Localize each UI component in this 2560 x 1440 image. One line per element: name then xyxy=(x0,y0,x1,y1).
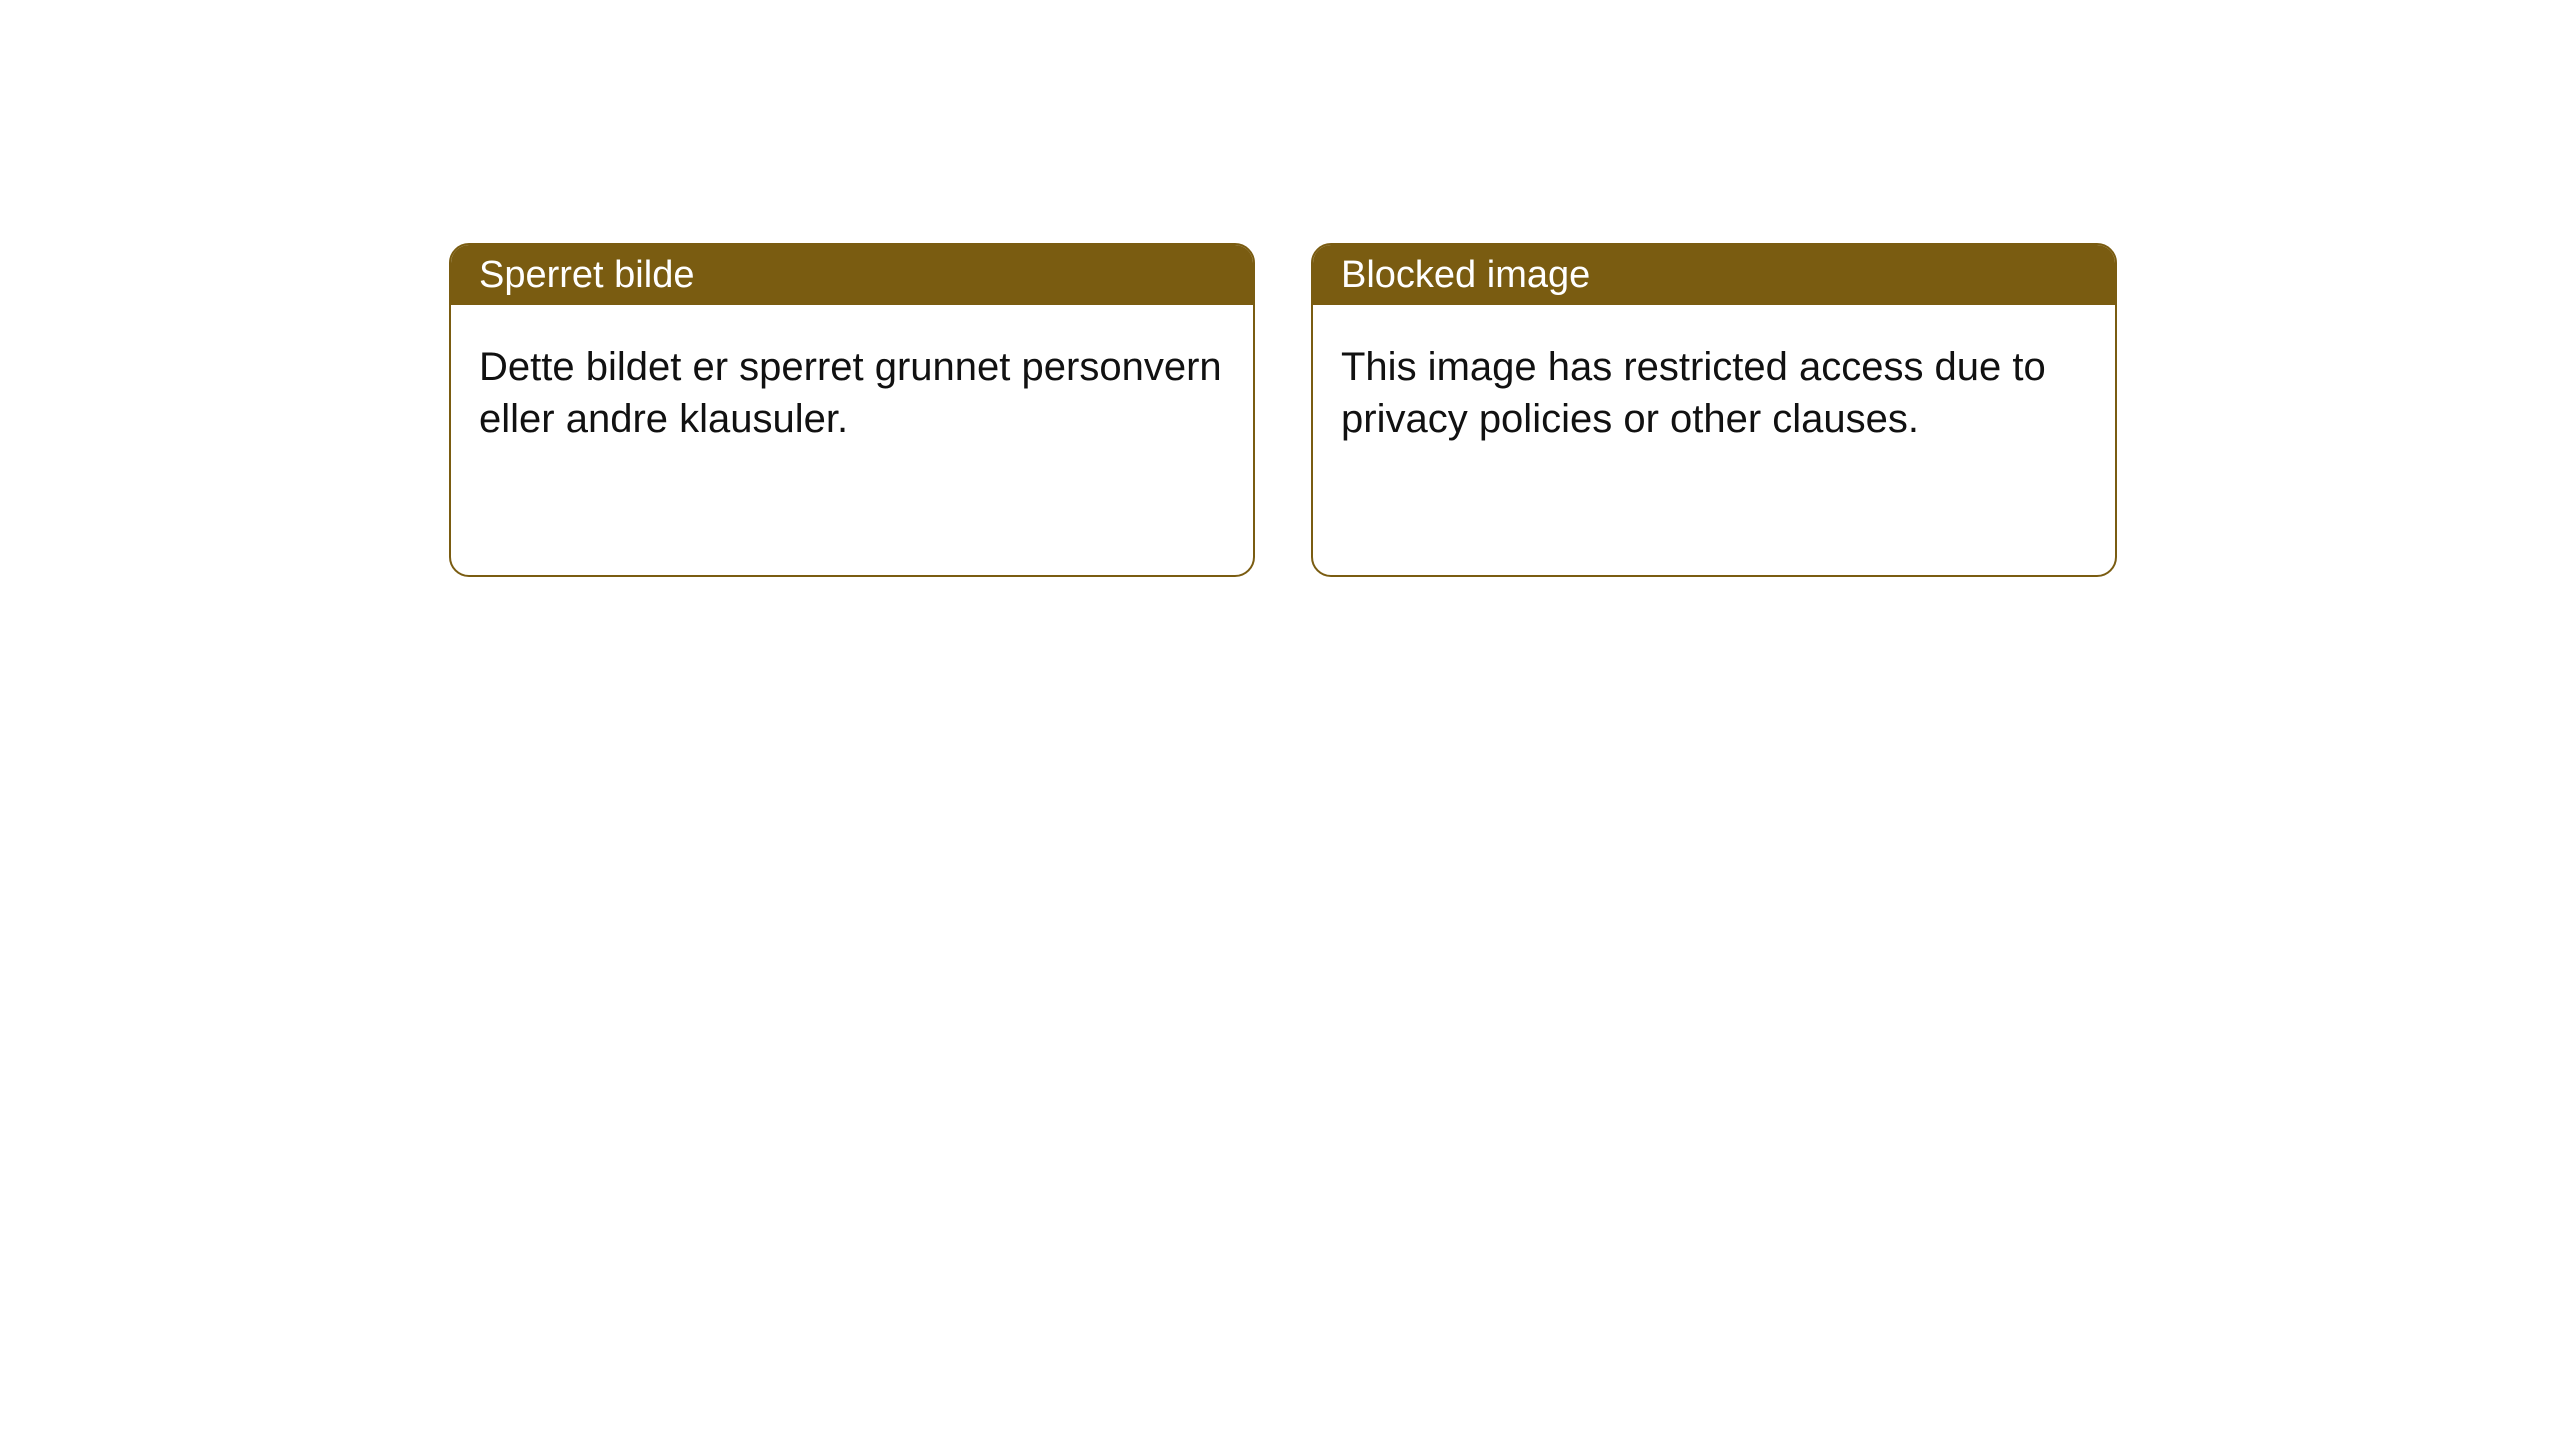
notice-body-text: This image has restricted access due to … xyxy=(1341,345,2046,441)
notice-body: This image has restricted access due to … xyxy=(1313,305,2115,481)
notice-container: Sperret bilde Dette bildet er sperret gr… xyxy=(0,0,2560,577)
notice-card-english: Blocked image This image has restricted … xyxy=(1311,243,2117,577)
notice-header: Sperret bilde xyxy=(451,245,1253,305)
notice-header: Blocked image xyxy=(1313,245,2115,305)
notice-card-norwegian: Sperret bilde Dette bildet er sperret gr… xyxy=(449,243,1255,577)
notice-title: Sperret bilde xyxy=(479,254,694,297)
notice-body-text: Dette bildet er sperret grunnet personve… xyxy=(479,345,1222,441)
notice-title: Blocked image xyxy=(1341,254,1590,297)
notice-body: Dette bildet er sperret grunnet personve… xyxy=(451,305,1253,481)
